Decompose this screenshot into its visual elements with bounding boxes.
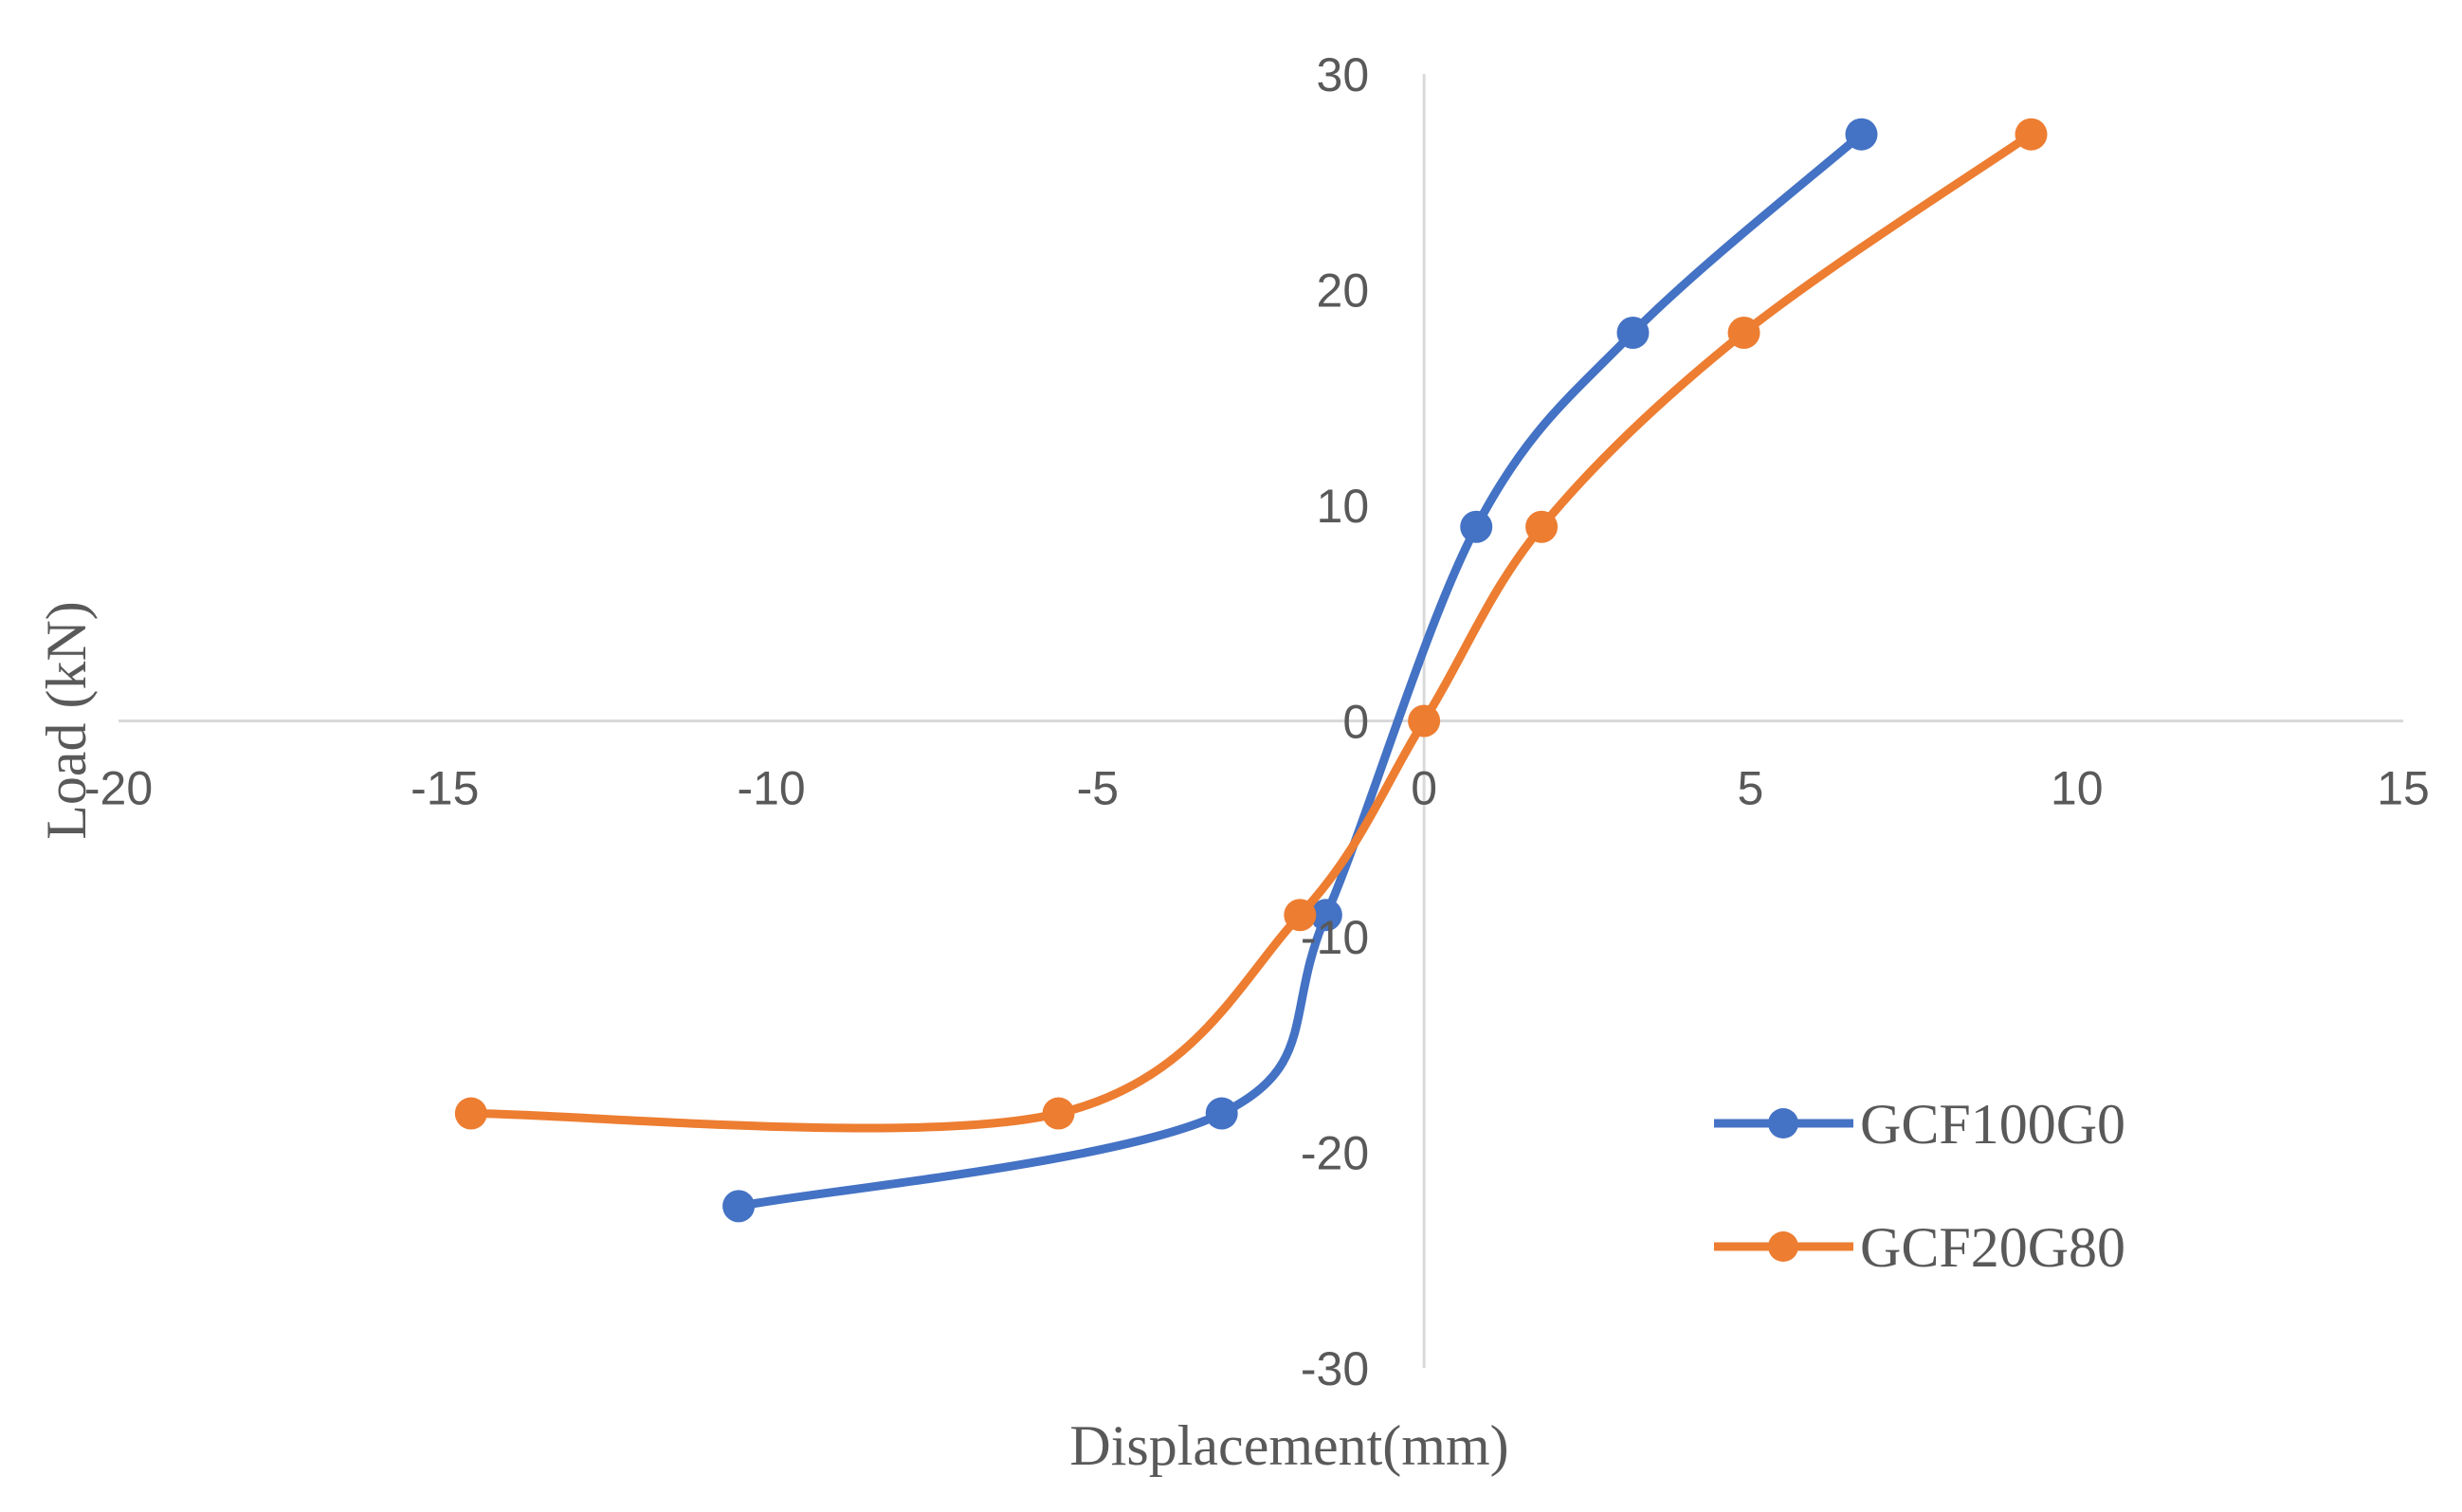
data-point: [1205, 1097, 1238, 1130]
legend-swatch-marker: [1768, 1231, 1798, 1262]
data-point: [1042, 1097, 1075, 1130]
y-tick-label: 30: [1317, 48, 1370, 101]
axes: [119, 74, 2403, 1368]
legend: GCF100G0 GCF20G80: [1714, 1093, 2125, 1279]
tick-labels: -20 -15 -10 -5 0 5 10 15 30 20 10 0 -10 -20 -30: [84, 48, 2430, 1395]
series-line: [734, 130, 1866, 1211]
data-point: [1408, 704, 1441, 738]
data-point: [1460, 510, 1493, 543]
y-axis-title: Load (kN): [35, 601, 98, 840]
series-GCF100G0: [722, 118, 1878, 1223]
legend-item: GCF20G80: [1714, 1216, 2125, 1279]
series-layer: [454, 118, 2048, 1223]
legend-swatch-marker: [1768, 1108, 1798, 1139]
x-tick-label: 0: [1411, 762, 1437, 815]
data-point: [1616, 317, 1650, 349]
y-tick-label: 0: [1342, 696, 1369, 749]
x-tick-label: 15: [2377, 762, 2430, 815]
data-point: [1525, 510, 1559, 543]
series-GCF20G80: [454, 118, 2048, 1133]
y-tick-label: 20: [1317, 264, 1370, 318]
x-axis-title: Displacement(mm): [1069, 1414, 1508, 1477]
legend-item: GCF100G0: [1714, 1093, 2125, 1156]
data-point: [2015, 118, 2048, 151]
x-tick-label: 5: [1738, 762, 1764, 815]
data-point: [1727, 317, 1760, 349]
series-line: [466, 130, 2035, 1133]
y-tick-label: -10: [1301, 911, 1369, 964]
data-point: [1309, 899, 1342, 932]
y-tick-label: -20: [1301, 1127, 1369, 1180]
x-tick-label: -20: [84, 762, 153, 815]
y-tick-label: 10: [1317, 480, 1370, 533]
legend-label: GCF100G0: [1860, 1093, 2125, 1156]
y-tick-label: -30: [1301, 1342, 1369, 1395]
x-tick-label: -15: [410, 762, 479, 815]
data-point: [722, 1190, 756, 1223]
legend-label: GCF20G80: [1860, 1216, 2125, 1279]
x-tick-label: -10: [737, 762, 805, 815]
data-point: [1845, 118, 1878, 151]
data-point: [454, 1097, 487, 1130]
data-point: [1284, 899, 1317, 932]
x-tick-label: 10: [2051, 762, 2104, 815]
x-tick-label: -5: [1077, 762, 1119, 815]
